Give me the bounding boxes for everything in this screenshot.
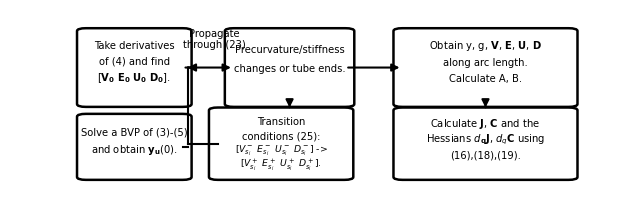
FancyBboxPatch shape [209, 108, 353, 180]
Text: and obtain $\mathbf{y}_\mathbf{u}(0).$: and obtain $\mathbf{y}_\mathbf{u}(0).$ [91, 143, 178, 157]
FancyBboxPatch shape [77, 28, 191, 107]
Text: Precurvature/stiffness: Precurvature/stiffness [235, 45, 344, 55]
Text: conditions (25):: conditions (25): [242, 132, 320, 142]
Text: Transition: Transition [257, 117, 305, 127]
Text: along arc length.: along arc length. [443, 58, 528, 68]
FancyBboxPatch shape [225, 28, 355, 107]
Text: Calculate A, B.: Calculate A, B. [449, 74, 522, 84]
FancyBboxPatch shape [394, 108, 577, 180]
Text: $[\mathbf{V_0}\ \mathbf{E_0}\ \mathbf{U_0}\ \mathbf{D_0}].$: $[\mathbf{V_0}\ \mathbf{E_0}\ \mathbf{U_… [97, 71, 171, 85]
Text: changes or tube ends.: changes or tube ends. [234, 64, 346, 74]
FancyBboxPatch shape [77, 114, 191, 180]
Text: (16),(18),(19).: (16),(18),(19). [450, 151, 521, 161]
Text: Hessians $d_\mathbf{q}\mathbf{J}$, $d_q\mathbf{C}$ using: Hessians $d_\mathbf{q}\mathbf{J}$, $d_q\… [426, 132, 545, 147]
Text: Obtain y, g, $\mathbf{V}$, $\mathbf{E}$, $\mathbf{U}$, $\mathbf{D}$: Obtain y, g, $\mathbf{V}$, $\mathbf{E}$,… [429, 39, 542, 53]
Text: Calculate $\mathbf{J}$, $\mathbf{C}$ and the: Calculate $\mathbf{J}$, $\mathbf{C}$ and… [430, 117, 541, 131]
Text: of (4) and find: of (4) and find [99, 57, 170, 67]
Text: Solve a BVP of (3)-(5): Solve a BVP of (3)-(5) [81, 128, 188, 138]
Text: Take derivatives: Take derivatives [94, 41, 175, 51]
FancyBboxPatch shape [394, 28, 577, 107]
Text: $[V^-_{s_i}\ E^-_{s_i}\ U^-_{s_i}\ D^-_{s_i}]$ ->: $[V^-_{s_i}\ E^-_{s_i}\ U^-_{s_i}\ D^-_{… [235, 144, 328, 158]
Text: Propagate
through (23): Propagate through (23) [182, 29, 245, 50]
Text: $[V^+_{s_i}\ E^+_{s_i}\ U^+_{s_i}\ D^+_{s_i}].$: $[V^+_{s_i}\ E^+_{s_i}\ U^+_{s_i}\ D^+_{… [240, 157, 322, 173]
